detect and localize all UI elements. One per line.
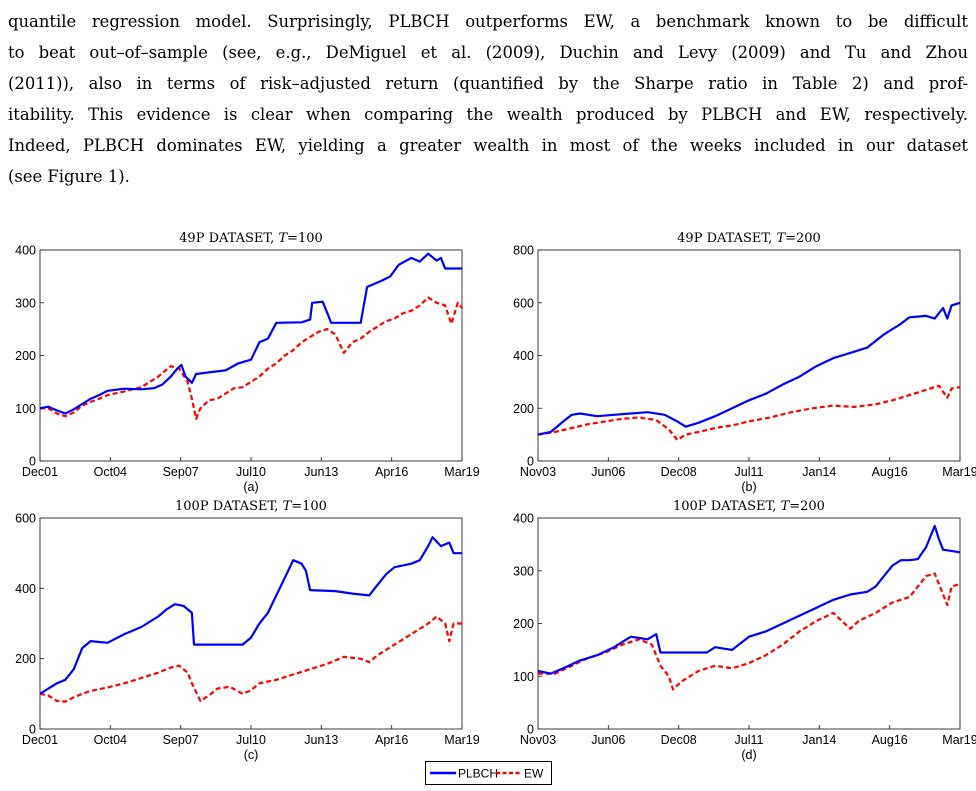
- y-tick-label: 200: [513, 617, 534, 631]
- paragraph-line: quantile regression model. Surprisingly,…: [8, 12, 968, 31]
- x-tick-label: Mar19: [942, 733, 976, 747]
- x-tick-label: Jul10: [236, 465, 266, 479]
- y-tick-label: 0: [527, 455, 534, 469]
- y-tick-label: 100: [15, 402, 36, 416]
- x-tick-label: Oct04: [94, 465, 127, 479]
- series-line-plbch: [537, 301, 961, 436]
- x-tick-label: Mar19: [444, 465, 479, 479]
- plot-area: [537, 517, 961, 730]
- x-tick-label: Oct04: [94, 733, 127, 747]
- paragraph-line: (see Figure 1).: [8, 167, 130, 186]
- y-tick-label: 400: [513, 349, 534, 363]
- y-tick-label: 400: [15, 244, 36, 258]
- series-line-ew: [538, 572, 961, 691]
- x-tick-label: Jun13: [304, 465, 338, 479]
- plot-area: [537, 249, 961, 462]
- paragraph-line: to beat out–of–sample (see, e.g., DeMigu…: [8, 43, 968, 62]
- y-tick-label: 300: [513, 564, 534, 578]
- x-tick-label: Nov03: [520, 733, 556, 747]
- chart-svg: 100P DATASET, T=100 0 200 400 600 Dec01 Oct04 S…: [15, 499, 480, 762]
- series-line-ew: [40, 296, 463, 420]
- y-tick-label: 800: [513, 244, 534, 258]
- x-tick-label: Sep07: [163, 733, 199, 747]
- x-tick-label: Jul10: [236, 733, 266, 747]
- series-line-plbch: [537, 524, 961, 675]
- x-tick-label: Apr16: [375, 465, 408, 479]
- y-tick-label: 100: [513, 670, 534, 684]
- figure-panel-c: 100P DATASET, T=100 0 200 400 600 Dec01 Oct04 S…: [0, 494, 480, 762]
- series-line-plbch: [39, 536, 462, 695]
- panel-sublabel: (b): [741, 480, 756, 494]
- x-tick-label: Jul11: [735, 465, 764, 479]
- x-tick-label: Mar19: [444, 733, 479, 747]
- chart-svg: 49P DATASET, T=200 0 200 400 600 800 Nov03 Jun0…: [513, 231, 976, 494]
- y-tick-label: 400: [513, 512, 534, 526]
- chart-svg: 100P DATASET, T=200 0 100 200 300 400 Nov03 Jun…: [513, 499, 976, 762]
- y-tick-label: 600: [513, 296, 534, 310]
- plot-area: [39, 249, 463, 462]
- x-tick-label: Dec08: [661, 465, 697, 479]
- y-tick-label: 200: [15, 349, 36, 363]
- figure-panel-a: 49P DATASET, T=100 0 100 200 300 400 Dec01 Oct0…: [0, 226, 480, 494]
- x-tick-label: Mar19: [942, 465, 976, 479]
- body-paragraph: quantile regression model. Surprisingly,…: [8, 6, 968, 192]
- x-tick-label: Dec01: [22, 465, 58, 479]
- y-tick-label: 300: [15, 296, 36, 310]
- legend-label-plbch: PLBCH: [458, 767, 498, 781]
- x-tick-label: Apr16: [375, 733, 408, 747]
- x-tick-label: Jul11: [735, 733, 764, 747]
- paragraph-line: (2011)), also in terms of risk–adjusted …: [8, 74, 968, 93]
- figure-legend: PLBCH EW: [425, 761, 552, 785]
- y-tick-label: 0: [29, 723, 36, 737]
- legend-label-ew: EW: [524, 767, 544, 781]
- x-tick-label: Jan14: [802, 733, 836, 747]
- paragraph-line: Indeed, PLBCH dominates EW, yielding a g…: [8, 136, 968, 155]
- x-tick-label: Sep07: [163, 465, 199, 479]
- x-tick-label: Jun13: [304, 733, 338, 747]
- y-tick-label: 0: [29, 455, 36, 469]
- y-tick-label: 200: [513, 402, 534, 416]
- panel-sublabel: (a): [243, 480, 258, 494]
- x-tick-label: Jun06: [591, 733, 625, 747]
- chart-svg: 49P DATASET, T=100 0 100 200 300 400 Dec01 Oct0…: [15, 231, 480, 494]
- x-tick-label: Nov03: [520, 465, 556, 479]
- series-line-ew: [537, 384, 961, 441]
- chart-title: 100P DATASET, T=200: [673, 499, 825, 514]
- y-tick-label: 200: [15, 652, 36, 666]
- chart-title: 49P DATASET, T=100: [179, 231, 323, 246]
- chart-title: 100P DATASET, T=100: [175, 499, 327, 514]
- chart-title: 49P DATASET, T=200: [677, 231, 821, 246]
- figure-panel-d: 100P DATASET, T=200 0 100 200 300 400 Nov03 Jun…: [498, 494, 976, 762]
- panel-sublabel: (c): [244, 748, 259, 762]
- x-tick-label: Aug16: [872, 733, 908, 747]
- x-tick-label: Jan14: [802, 465, 836, 479]
- x-tick-label: Dec08: [661, 733, 697, 747]
- x-tick-label: Jun06: [591, 465, 625, 479]
- y-tick-label: 400: [15, 582, 36, 596]
- x-tick-label: Dec01: [22, 733, 58, 747]
- x-tick-label: Aug16: [872, 465, 908, 479]
- paragraph-line: itability. This evidence is clear when c…: [8, 105, 968, 124]
- plot-area: [39, 517, 463, 730]
- panel-sublabel: (d): [741, 748, 756, 762]
- figure-panel-b: 49P DATASET, T=200 0 200 400 600 800 Nov03 Jun0…: [498, 226, 976, 494]
- series-line-plbch: [39, 252, 462, 415]
- series-line-ew: [39, 615, 462, 703]
- y-tick-label: 600: [15, 512, 36, 526]
- y-tick-label: 0: [527, 723, 534, 737]
